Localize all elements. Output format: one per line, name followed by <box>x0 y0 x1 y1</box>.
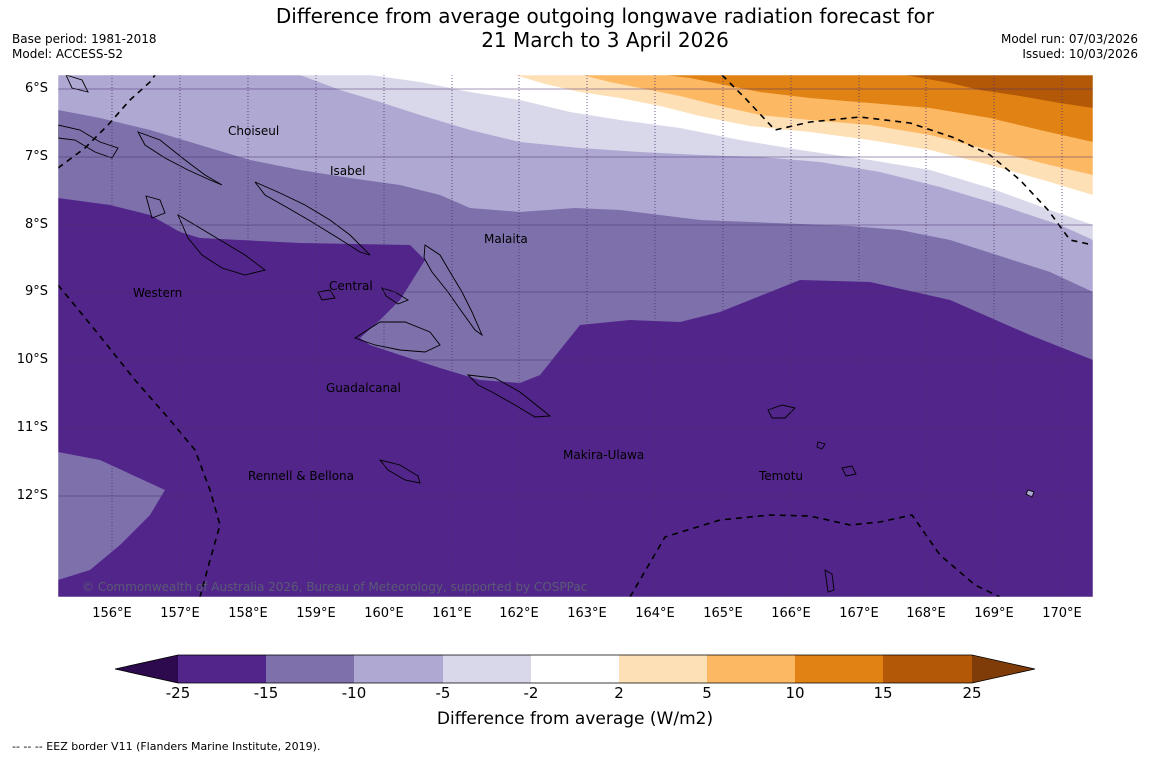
meta-left: Base period: 1981-2018 Model: ACCESS-S2 <box>12 32 157 62</box>
map-frame <box>57 74 1094 598</box>
eez-border-northeast <box>721 75 1093 246</box>
lon-label-158e: 158°E <box>228 606 268 621</box>
meta-right: Model run: 07/03/2026 Issued: 10/03/2026 <box>1001 32 1138 62</box>
eastern-islet <box>1025 489 1035 498</box>
guadalcanal-island <box>353 321 441 353</box>
title-line-2: 21 March to 3 April 2026 <box>481 28 729 52</box>
graticule-meridians <box>111 75 1063 597</box>
colorbar-tick-label: 25 <box>962 684 982 702</box>
lon-label-169e: 169°E <box>974 606 1014 621</box>
colorbar-tick-label: 2 <box>614 684 624 702</box>
lon-label-160e: 160°E <box>364 606 404 621</box>
lon-label-164e: 164°E <box>635 606 675 621</box>
fill-10-to-15 <box>665 75 1093 142</box>
southern-islet <box>824 569 835 593</box>
issued-date: Issued: 10/03/2026 <box>1022 47 1138 61</box>
utupua-island <box>816 441 826 450</box>
base-period: Base period: 1981-2018 <box>12 32 157 46</box>
model-name: Model: ACCESS-S2 <box>12 47 124 61</box>
colorbar-extend-max <box>972 655 1035 683</box>
lon-label-163e: 163°E <box>567 606 607 621</box>
lat-label-12s: 12°S <box>16 488 48 503</box>
eez-border-north <box>58 75 156 169</box>
lon-label-161e: 161°E <box>432 606 472 621</box>
vanikoro-island <box>841 465 857 477</box>
choiseul-island <box>137 131 223 186</box>
lat-label-8s: 8°S <box>24 217 48 232</box>
lon-label-166e: 166°E <box>771 606 811 621</box>
region-label-choiseul: Choiseul <box>228 124 280 138</box>
colorbar-tick-label: -5 <box>435 684 451 702</box>
lon-label-170e: 170°E <box>1042 606 1082 621</box>
chart-title: Difference from average outgoing longwav… <box>0 4 1150 52</box>
makira-island <box>466 374 552 418</box>
bougainville-island <box>58 124 119 159</box>
region-label-western: Western <box>133 286 183 300</box>
graticule-parallels <box>58 88 1093 497</box>
malaita-island <box>423 244 484 337</box>
eez-border-south <box>629 514 1001 597</box>
colorbar-tick-label: -10 <box>341 684 367 702</box>
colorbar-tick-label: 10 <box>785 684 805 702</box>
colorbar-swatch-8 <box>795 655 883 683</box>
lon-label-165e: 165°E <box>703 606 743 621</box>
colorbar-outline <box>114 654 1036 684</box>
map-field <box>58 75 1093 597</box>
region-label-temotu: Temotu <box>759 469 804 483</box>
region-label-rennell-bellona: Rennell & Bellona <box>248 469 355 483</box>
santa-cruz-island <box>767 404 796 419</box>
lat-label-6s: 6°S <box>24 81 48 96</box>
lon-label-157e: 157°E <box>160 606 200 621</box>
colorbar-swatch-3 <box>354 655 443 683</box>
lon-label-167e: 167°E <box>839 606 879 621</box>
colorbar-tick-label: 15 <box>873 684 893 702</box>
lon-label-162e: 162°E <box>499 606 539 621</box>
colorbar-swatch-9 <box>883 655 972 683</box>
region-label-makira-ulawa: Makira-Ulawa <box>563 448 645 462</box>
region-label-isabel: Isabel <box>330 164 366 178</box>
eez-borders <box>58 75 1093 597</box>
new-georgia-group <box>177 213 267 276</box>
florida-islands <box>381 287 409 305</box>
coastlines <box>58 75 1035 593</box>
lat-label-7s: 7°S <box>24 149 48 164</box>
colorbar-extend-min <box>115 655 178 683</box>
rennell-island <box>378 459 421 484</box>
colorbar-title: Difference from average (W/m2) <box>436 709 714 729</box>
colorbar-swatch-4 <box>443 655 531 683</box>
fill-minus-15-to-minus-10-southwest <box>58 452 165 580</box>
lon-label-159e: 159°E <box>296 606 336 621</box>
vella-lavella-island <box>145 195 166 219</box>
colorbar-tick-label: -25 <box>165 684 191 702</box>
colorbar-tick-label: -15 <box>253 684 279 702</box>
isabel-island <box>254 181 371 256</box>
lat-label-9s: 9°S <box>24 284 48 299</box>
lat-label-10s: 10°S <box>16 352 48 367</box>
northern-islet <box>65 75 89 93</box>
model-run: Model run: 07/03/2026 <box>1000 32 1138 46</box>
colorbar-tick-label: 5 <box>702 684 712 702</box>
lon-label-168e: 168°E <box>906 606 946 621</box>
eez-legend: -- -- -- EEZ border V11 (Flanders Marine… <box>12 740 321 753</box>
colorbar-swatch-6 <box>619 655 707 683</box>
colorbar <box>114 654 1036 684</box>
title-line-1: Difference from average outgoing longwav… <box>275 4 935 28</box>
region-label-central: Central <box>329 279 373 293</box>
russell-islands <box>317 289 336 301</box>
colorbar-swatch-7 <box>707 655 795 683</box>
lat-label-11s: 11°S <box>16 420 48 435</box>
colorbar-swatch-2 <box>266 655 354 683</box>
lon-label-156e: 156°E <box>92 606 132 621</box>
colorbar-tick-label: -2 <box>523 684 539 702</box>
colorbar-swatch-5 <box>531 655 619 683</box>
copyright-notice: © Commonwealth of Australia 2026, Bureau… <box>82 580 588 594</box>
region-label-malaita: Malaita <box>484 232 528 246</box>
fill-15-to-25 <box>905 75 1093 108</box>
region-label-guadalcanal: Guadalcanal <box>326 381 401 395</box>
colorbar-swatch-1 <box>178 655 266 683</box>
eez-border-west <box>58 284 221 597</box>
